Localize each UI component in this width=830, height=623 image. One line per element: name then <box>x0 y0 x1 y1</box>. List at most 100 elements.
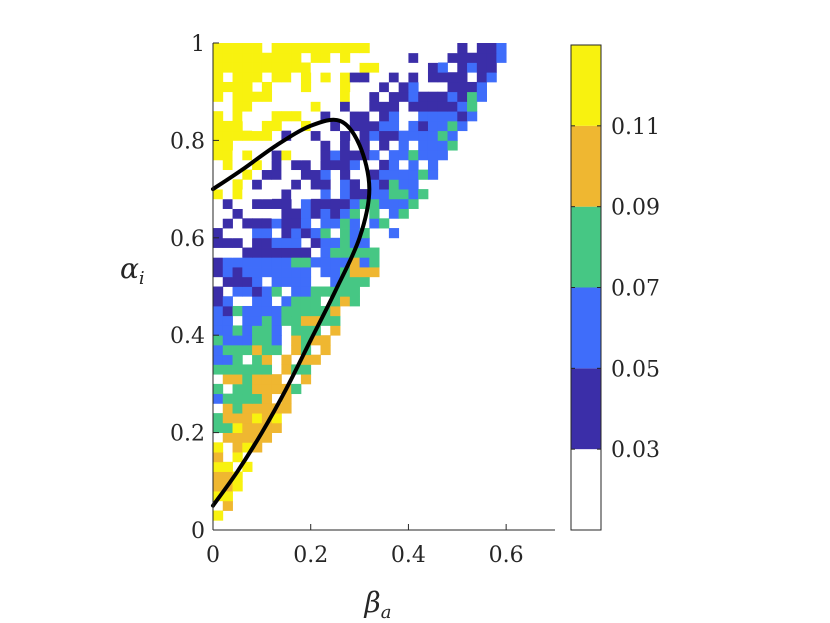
heatmap-cell <box>281 315 292 326</box>
heatmap-cell <box>232 403 243 414</box>
heatmap-cell <box>310 198 321 209</box>
heatmap-cell <box>291 120 302 132</box>
heatmap-cell <box>476 81 487 93</box>
heatmap-cell <box>300 130 312 141</box>
heatmap-cell <box>427 101 439 112</box>
heatmap-cell <box>447 52 458 63</box>
heatmap-cell <box>310 62 321 73</box>
heatmap-cell <box>447 120 458 132</box>
heatmap-cell <box>232 81 243 93</box>
heatmap-cell <box>232 159 243 171</box>
heatmap-cell <box>242 422 253 433</box>
heatmap-cell <box>349 218 360 229</box>
heatmap-cell <box>252 130 263 141</box>
heatmap-cell <box>252 62 263 73</box>
heatmap-cell <box>447 130 458 141</box>
heatmap-cell <box>222 140 233 151</box>
heatmap-cell <box>222 198 233 209</box>
heatmap-cell <box>379 72 390 83</box>
heatmap-cell <box>242 461 253 472</box>
heatmap-cell <box>222 276 233 287</box>
heatmap-cell <box>310 130 321 141</box>
heatmap-cell <box>232 120 243 132</box>
heatmap-cell <box>261 315 273 326</box>
heatmap-cell <box>340 296 351 307</box>
heatmap-cell <box>242 344 253 356</box>
heatmap-cell <box>427 120 439 132</box>
heatmap-cell <box>398 169 409 180</box>
heatmap-cell <box>213 43 224 54</box>
heatmap-cell <box>300 198 312 209</box>
heatmap-cell <box>330 140 341 151</box>
heatmap-cells <box>213 43 507 521</box>
heatmap-cell <box>418 101 429 112</box>
heatmap-cell <box>213 81 224 93</box>
heatmap-cell <box>213 305 224 317</box>
heatmap-cell <box>388 62 400 73</box>
heatmap-cell <box>379 218 390 229</box>
heatmap-cell <box>359 81 370 93</box>
heatmap-cell <box>261 91 273 102</box>
heatmap-cell <box>213 257 224 268</box>
heatmap-cell <box>291 81 302 93</box>
heatmap-cell <box>330 237 341 248</box>
heatmap-cell <box>242 442 253 453</box>
heatmap-cell <box>457 101 468 112</box>
heatmap-cell <box>281 150 292 161</box>
heatmap-cell <box>330 267 341 278</box>
heatmap-cell <box>252 169 263 180</box>
heatmap-cell <box>359 247 370 258</box>
heatmap-cell <box>320 335 331 346</box>
y-tick-label: 0.2 <box>170 422 205 447</box>
heatmap-cell <box>379 91 390 102</box>
heatmap-cell <box>261 179 273 190</box>
x-tick-label: 0 <box>206 543 220 568</box>
colorbar-tick-label: 0.07 <box>611 277 660 302</box>
heatmap-cell <box>242 305 253 317</box>
heatmap-cell <box>281 43 292 54</box>
heatmap-cell <box>271 422 282 433</box>
heatmap-cell <box>408 179 419 190</box>
heatmap-cell <box>398 91 409 102</box>
heatmap-cell <box>408 101 419 112</box>
heatmap-cell <box>242 169 253 180</box>
heatmap-cell <box>252 247 263 258</box>
heatmap-cell <box>457 72 468 83</box>
heatmap-cell <box>232 374 243 385</box>
heatmap-cell <box>340 286 351 297</box>
heatmap-cell <box>310 237 321 248</box>
heatmap-cell <box>252 315 263 326</box>
heatmap-cell <box>320 218 331 229</box>
heatmap-cell <box>408 159 419 171</box>
heatmap-cell <box>232 237 243 248</box>
heatmap-cell <box>261 62 273 73</box>
heatmap-cell <box>427 62 439 73</box>
heatmap-cell <box>427 159 439 171</box>
heatmap-cell <box>467 52 478 63</box>
heatmap-cell <box>271 218 282 229</box>
heatmap-cell <box>271 247 282 258</box>
heatmap-cell <box>379 169 390 180</box>
heatmap-cell <box>349 150 360 161</box>
heatmap-cell <box>486 43 497 54</box>
heatmap-cell <box>359 43 370 54</box>
heatmap-cell <box>340 237 351 248</box>
heatmap-cell <box>291 111 302 122</box>
heatmap-cell <box>340 228 351 239</box>
colorbar-segment <box>571 368 601 450</box>
heatmap-cell <box>281 247 292 258</box>
heatmap-cell <box>349 101 360 112</box>
heatmap-cell <box>271 257 282 268</box>
heatmap-cell <box>320 267 331 278</box>
heatmap-cell <box>300 276 312 287</box>
heatmap-cell <box>222 413 233 424</box>
heatmap-cell <box>369 72 380 83</box>
heatmap-cell <box>330 62 341 73</box>
heatmap-cell <box>291 267 302 278</box>
heatmap-cell <box>447 111 458 122</box>
heatmap-cell <box>291 276 302 287</box>
heatmap-cell <box>242 150 253 161</box>
heatmap-cell <box>310 179 321 190</box>
heatmap-cell <box>310 150 321 161</box>
heatmap-cell <box>271 111 282 122</box>
